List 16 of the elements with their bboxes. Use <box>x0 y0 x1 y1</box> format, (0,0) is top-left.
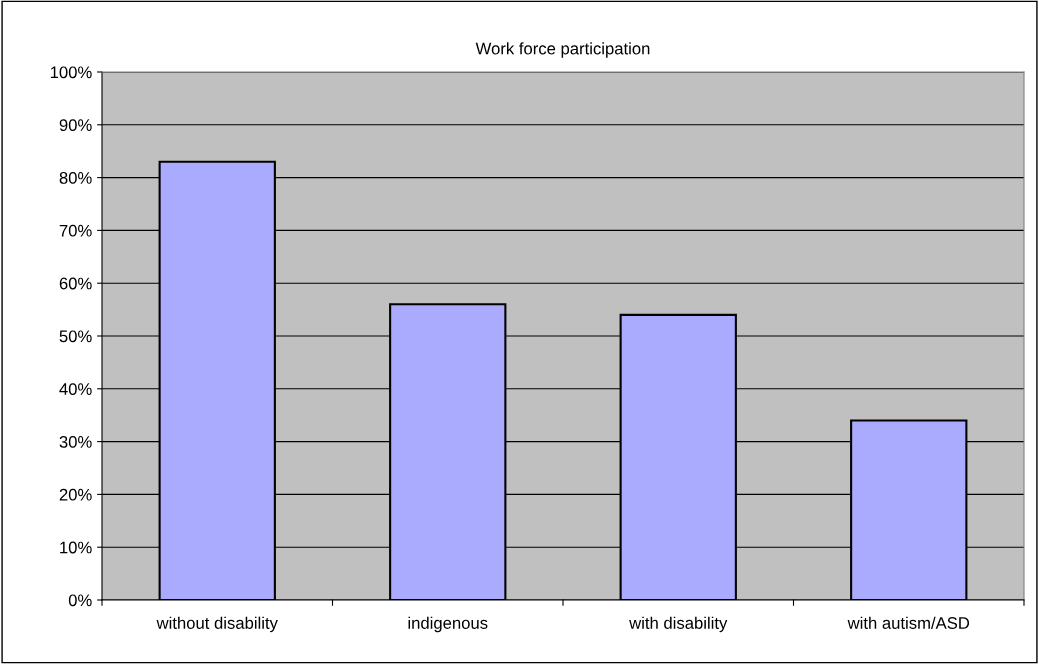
y-tick-label: 90% <box>59 119 92 131</box>
y-tick-label: 40% <box>59 383 92 395</box>
y-tick-label: 50% <box>59 330 92 343</box>
y-tick-label: 70% <box>59 224 92 237</box>
y-tick-label: 80% <box>59 172 92 184</box>
x-tick-label: without disability <box>156 616 278 633</box>
y-tick-label: 10% <box>60 541 92 554</box>
x-tick-label: indigenous <box>408 616 488 633</box>
y-tick-label: 100% <box>50 66 92 79</box>
y-tick-label: 60% <box>59 277 92 290</box>
y-tick-label: 0% <box>68 594 92 607</box>
x-tick-label: with disability <box>629 616 728 633</box>
chart-title: Work force participation <box>475 42 650 58</box>
y-tick-label: 20% <box>59 488 92 501</box>
y-tick-label: 30% <box>59 436 92 448</box>
x-tick-label: with autism/ASD <box>847 616 970 629</box>
